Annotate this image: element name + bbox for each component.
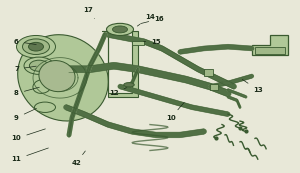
Circle shape: [16, 35, 56, 58]
Circle shape: [22, 39, 50, 54]
Text: 9: 9: [14, 108, 37, 121]
Circle shape: [24, 57, 54, 74]
Ellipse shape: [106, 23, 134, 35]
Polygon shape: [252, 35, 288, 55]
Circle shape: [29, 60, 49, 71]
Ellipse shape: [112, 26, 128, 33]
Text: 15: 15: [144, 39, 161, 44]
Text: 8: 8: [14, 87, 39, 96]
Bar: [210, 84, 218, 90]
Circle shape: [28, 42, 44, 51]
Ellipse shape: [18, 35, 108, 121]
Text: 13: 13: [242, 79, 263, 93]
Text: 11: 11: [12, 148, 48, 162]
Polygon shape: [102, 31, 138, 97]
Bar: [204, 69, 213, 76]
Text: 14: 14: [137, 14, 155, 26]
Text: 17: 17: [84, 7, 94, 19]
Text: 10: 10: [166, 102, 184, 121]
Ellipse shape: [124, 83, 134, 87]
Bar: [132, 41, 144, 45]
Ellipse shape: [39, 61, 75, 92]
Text: 10: 10: [12, 129, 45, 141]
Ellipse shape: [33, 80, 51, 93]
Text: 12: 12: [109, 88, 127, 96]
Polygon shape: [255, 47, 285, 54]
Ellipse shape: [34, 102, 56, 112]
Text: 6: 6: [14, 39, 36, 45]
Text: 7: 7: [14, 66, 36, 72]
Text: 16: 16: [141, 16, 164, 24]
Text: 42: 42: [72, 151, 85, 166]
